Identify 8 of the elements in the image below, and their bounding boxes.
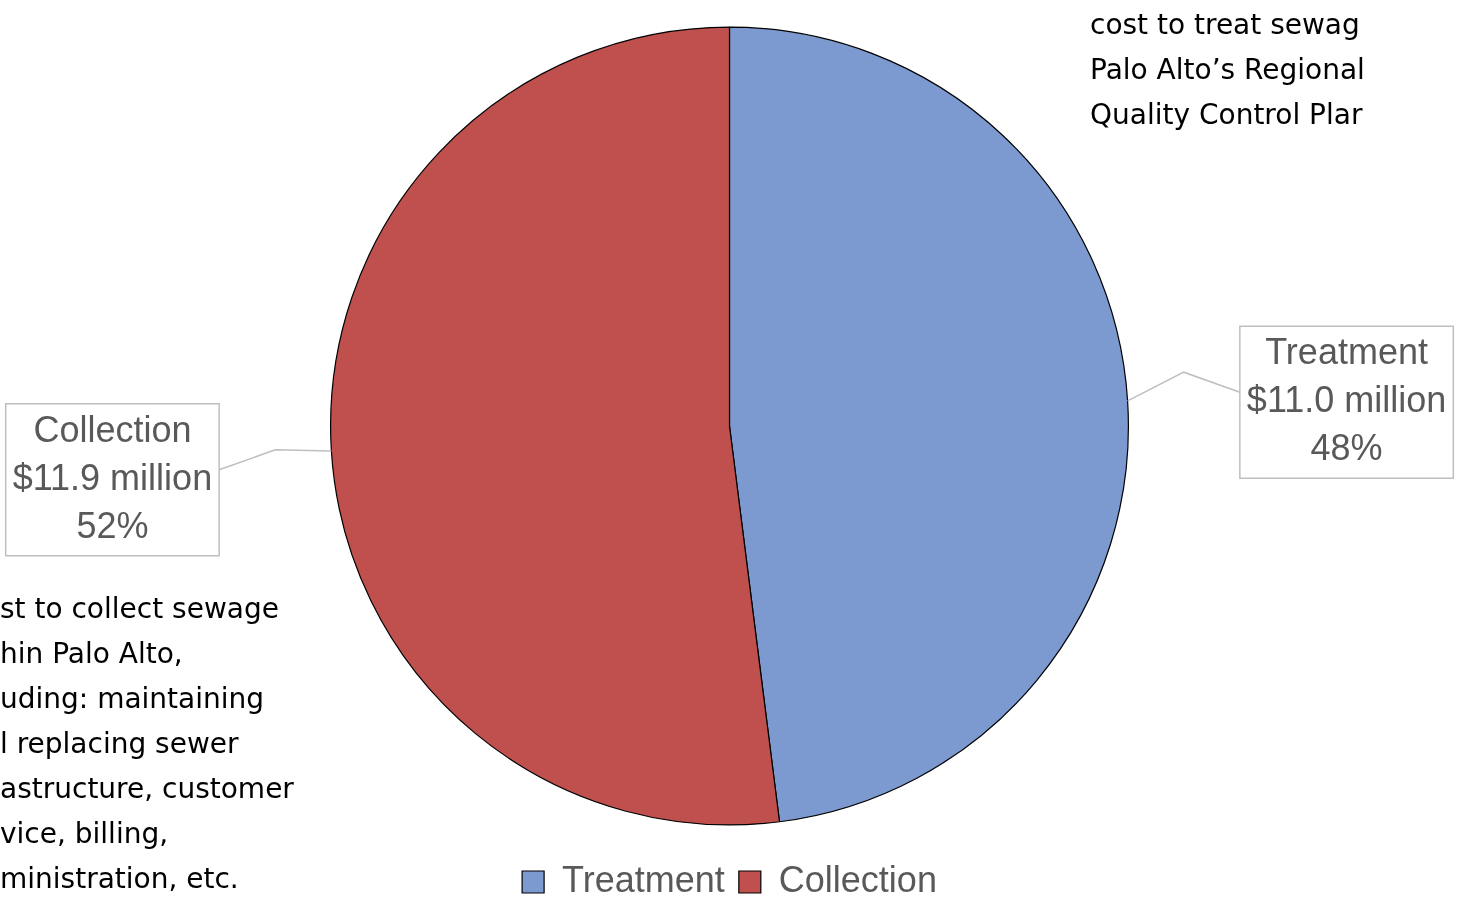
text: st to collect sewage hin Palo Alto, uding: maintaining l replacing sewer astructure, customer vice, billing, ministration, etc. <box>0 591 294 897</box>
data-label: $11.9 million 52% <box>12 456 213 546</box>
slice-label: Treatment <box>1265 331 1428 373</box>
slice-label: Collection <box>33 408 192 450</box>
legend-label: Collection <box>778 858 937 900</box>
text: cost to treat sewag Palo Alto’s Regional Quality Control Plar <box>1090 7 1365 133</box>
legend-label: Treatment <box>562 858 725 900</box>
data-label: $11.0 million 48% <box>1246 379 1447 469</box>
